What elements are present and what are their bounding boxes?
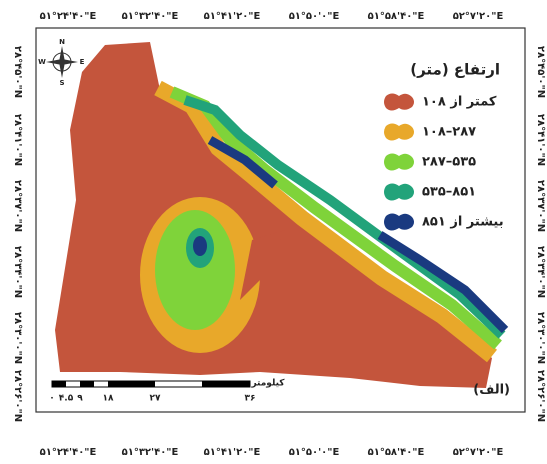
north-arrow [46, 46, 78, 78]
left-coord: ۲۸°۳۴'۰"N [12, 246, 23, 298]
top-coord: ۵۲°۷'۲۰"E [453, 11, 504, 22]
ring-green [155, 210, 235, 330]
scale-label: ۳۶ [245, 394, 256, 404]
scale-label: ۹ [77, 394, 83, 404]
bottom-coord: ۵۱°۳۲'۴۰"E [122, 447, 179, 458]
right-coord: ۲۸°۳۰'۰"N [535, 312, 546, 364]
legend-label: بیشتر از ۸۵۱ [422, 215, 504, 230]
legend-swatch [384, 153, 414, 171]
bottom-coord: ۵۱°۴۱'۲۰"E [204, 447, 261, 458]
panel-label: (الف) [473, 383, 510, 398]
peak-navy [193, 236, 207, 256]
right-coord: ۲۸°۳۷'۰"N [535, 180, 546, 232]
legend-swatch [384, 93, 414, 111]
north-s: S [59, 79, 64, 87]
left-coord: ۲۸°۳۷'۰"N [12, 180, 23, 232]
bottom-coord: ۵۱°۵۰'۰"E [289, 447, 340, 458]
left-coord: ۲۸°۳۰'۰"N [12, 312, 23, 364]
elevation-map [55, 42, 509, 388]
band-teal [183, 95, 506, 339]
legend-swatch [384, 183, 414, 201]
left-coord: ۲۸°۴۱'۰"N [12, 114, 23, 166]
legend-title: ارتفاع (متر) [410, 61, 500, 79]
bottom-coord: ۵۱°۲۴'۴۰"E [40, 447, 97, 458]
legend-label: ۲۸۷–۵۳۵ [422, 155, 476, 170]
scale-unit: کیلومتر [250, 379, 285, 389]
legend-swatch [384, 213, 414, 231]
right-coord: ۲۸°۴۱'۰"N [535, 114, 546, 166]
north-n: N [59, 38, 65, 46]
low-inner [240, 230, 285, 300]
top-coord: ۵۱°۳۲'۴۰"E [122, 11, 179, 22]
band-orange [154, 80, 497, 363]
right-coord: ۲۸°۴۵'۰"N [535, 46, 546, 98]
top-coord: ۵۱°۴۱'۲۰"E [204, 11, 261, 22]
top-coord: ۵۱°۵۰'۰"E [289, 11, 340, 22]
top-coord: ۵۱°۲۴'۴۰"E [40, 11, 97, 22]
top-coord: ۵۱°۵۸'۴۰"E [368, 11, 425, 22]
scale-label: ۱۸ [103, 394, 114, 404]
north-w: W [38, 58, 46, 66]
legend-label: ۱۰۸–۲۸۷ [422, 125, 476, 140]
left-coord: ۲۸°۲۶'۰"N [12, 370, 23, 422]
scale-label: ۲۷ [150, 394, 161, 404]
left-coord: ۲۸°۴۵'۰"N [12, 46, 23, 98]
scale-label: ۰ [49, 394, 55, 404]
north-e: E [80, 58, 85, 66]
legend-label: کمتر از ۱۰۸ [422, 95, 497, 110]
legend-label: ۵۳۵–۸۵۱ [422, 185, 476, 200]
scale-bar [51, 380, 251, 388]
band-navy [207, 136, 509, 334]
right-coord: ۲۸°۳۴'۰"N [535, 246, 546, 298]
right-coord: ۲۸°۲۶'۰"N [535, 370, 546, 422]
legend-swatch [384, 123, 414, 141]
bottom-coord: ۵۱°۵۸'۴۰"E [368, 447, 425, 458]
scale-label: ۴.۵ [59, 394, 74, 404]
bottom-coord: ۵۲°۷'۲۰"E [453, 447, 504, 458]
